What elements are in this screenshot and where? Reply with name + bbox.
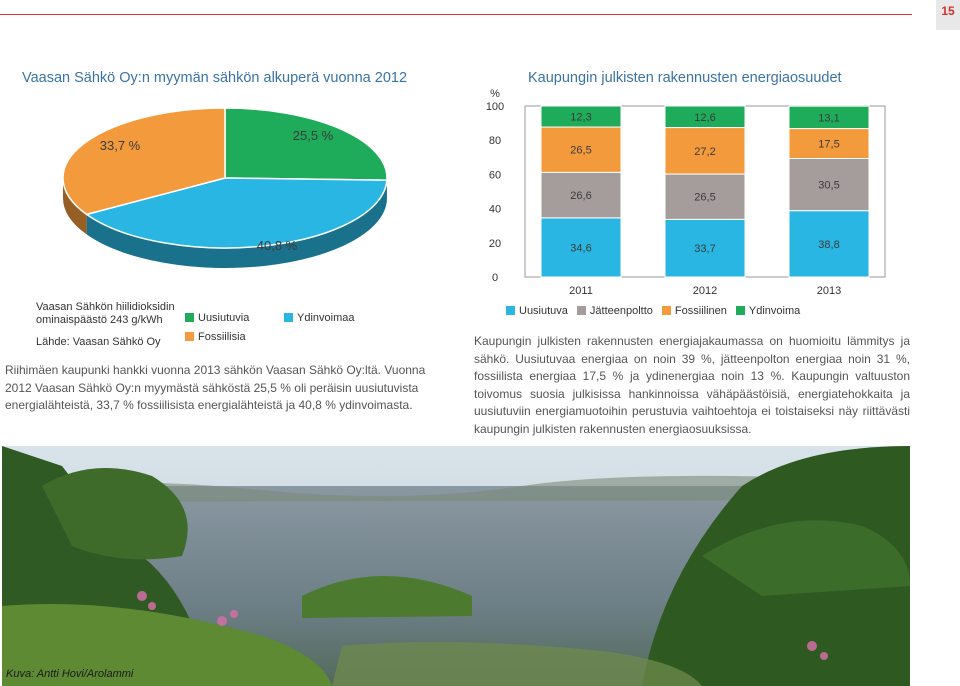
legend-label: Fossiilisia xyxy=(198,331,246,343)
bar-paragraph: Kaupungin julkisten rakennusten energiaj… xyxy=(474,334,910,436)
bar-value-label: 34,6 xyxy=(570,242,591,254)
bar-value-label: 17,5 xyxy=(818,139,839,151)
bar-legend: Uusiutuva Jätteenpoltto Fossiilinen Ydinvoi… xyxy=(506,305,809,317)
bar-segment-jätteenpoltto xyxy=(540,171,622,219)
pie-side-fossiilisia xyxy=(63,178,87,235)
x-category-label: 2011 xyxy=(569,285,593,297)
bar-legend-item-jätteenpoltto: Jätteenpoltto xyxy=(576,305,653,317)
page-number-box xyxy=(936,0,960,30)
pie-legend-nuclear: Ydinvoimaa xyxy=(284,312,354,324)
bar-segment-ydinvoima xyxy=(664,105,746,129)
stacked-bar-chart: % 0 20 40 60 80 100 34,6 26,6 26,5 12,3 2011 33,7 26,… xyxy=(486,88,886,297)
legend-label: Jätteenpoltto xyxy=(589,305,653,317)
legend-label: Uusiutuva xyxy=(519,305,568,317)
pie-emission-note: Vaasan Sähkön hiilidioksidin ominaispääs… xyxy=(36,301,175,327)
pie-label-fossiilisia: 33,7 % xyxy=(100,138,141,153)
bar-value-label: 30,5 xyxy=(818,180,839,192)
bar-value-label: 26,5 xyxy=(570,145,591,157)
bar-value-label: 33,7 xyxy=(694,243,715,255)
pie-label-ydinvoimaa: 40,8 % xyxy=(257,238,298,253)
x-category-label: 2012 xyxy=(693,285,717,297)
bar-value-label: 12,6 xyxy=(694,112,715,124)
y-tick-label: 100 xyxy=(486,101,504,113)
pie-paragraph: Riihimäen kaupunki hankki vuonna 2013 sä… xyxy=(5,363,426,413)
legend-label: Ydinvoima xyxy=(748,305,801,317)
pie-legend-fossil: Fossiilisia xyxy=(185,331,246,343)
bar-segment-fossiilinen xyxy=(788,128,870,159)
bar-segment-jätteenpoltto xyxy=(664,173,746,220)
legend-swatch xyxy=(576,306,586,315)
bar-segment-ydinvoima xyxy=(540,105,622,128)
pie-label-uusiutuvia: 25,5 % xyxy=(293,128,334,143)
bar-value-label: 12,3 xyxy=(570,112,591,124)
header-rule xyxy=(0,14,912,15)
y-tick-label: 80 xyxy=(489,135,501,147)
legend-swatch xyxy=(506,306,515,315)
bar-segment-ydinvoima xyxy=(788,105,870,130)
legend-swatch xyxy=(735,306,745,315)
bar-segment-uusiutuva xyxy=(788,210,870,278)
bar-segment-fossiilinen xyxy=(540,126,622,173)
bar-segment-uusiutuva xyxy=(540,217,622,278)
bar-value-label: 38,8 xyxy=(818,239,839,251)
pie-title: Vaasan Sähkö Oy:n myymän sähkön alkuperä… xyxy=(22,70,408,86)
x-category-label: 2013 xyxy=(817,285,841,297)
bar-segment-fossiilinen xyxy=(664,127,746,175)
photo-credit: Kuva: Antti Hovi/Arolammi xyxy=(6,668,134,680)
legend-swatch-blue xyxy=(284,313,293,322)
bar-segment-jätteenpoltto xyxy=(788,157,870,212)
legend-swatch-green xyxy=(185,313,194,322)
y-axis-unit: % xyxy=(490,88,500,100)
bar-title: Kaupungin julkisten rakennusten energiao… xyxy=(528,70,842,86)
legend-swatch xyxy=(661,306,671,315)
bar-value-label: 26,5 xyxy=(694,192,715,204)
bar-value-label: 27,2 xyxy=(694,146,715,158)
pie-emission-line-2: ominaispäästö 243 g/kWh xyxy=(36,314,163,326)
bar-legend-item-ydinvoima: Ydinvoima xyxy=(735,305,801,317)
pie-slice-ydinvoimaa xyxy=(84,177,388,249)
pie-source: Lähde: Vaasan Sähkö Oy xyxy=(36,336,161,348)
legend-label: Ydinvoimaa xyxy=(297,312,355,324)
pie-emission-line-1: Vaasan Sähkön hiilidioksidin xyxy=(36,301,175,313)
y-tick-label: 40 xyxy=(489,204,501,216)
pie-legend-renewable: Uusiutuvia xyxy=(185,312,249,324)
pie-slice-uusiutuvia xyxy=(224,107,388,181)
bar-value-label: 13,1 xyxy=(818,112,839,124)
page-number: 15 xyxy=(941,4,955,18)
pie-side-ydinvoimaa xyxy=(86,180,387,268)
pie-slice-fossiilisia xyxy=(62,107,226,216)
legend-swatch-orange xyxy=(185,332,194,341)
pie-chart: 25,5 % 40,8 % 33,7 % xyxy=(62,107,388,268)
lake-photo xyxy=(2,446,910,686)
bar-segment-uusiutuva xyxy=(664,218,746,278)
y-tick-label: 0 xyxy=(492,272,498,284)
bar-legend-item-uusiutuva: Uusiutuva xyxy=(506,305,568,317)
bar-legend-item-fossiilinen: Fossiilinen xyxy=(661,305,727,317)
legend-label: Uusiutuvia xyxy=(198,312,250,324)
y-tick-label: 60 xyxy=(489,169,501,181)
lake-landscape-picture xyxy=(2,446,910,686)
bar-value-label: 26,6 xyxy=(570,190,591,202)
legend-label: Fossiilinen xyxy=(674,305,727,317)
y-tick-label: 20 xyxy=(489,238,501,250)
